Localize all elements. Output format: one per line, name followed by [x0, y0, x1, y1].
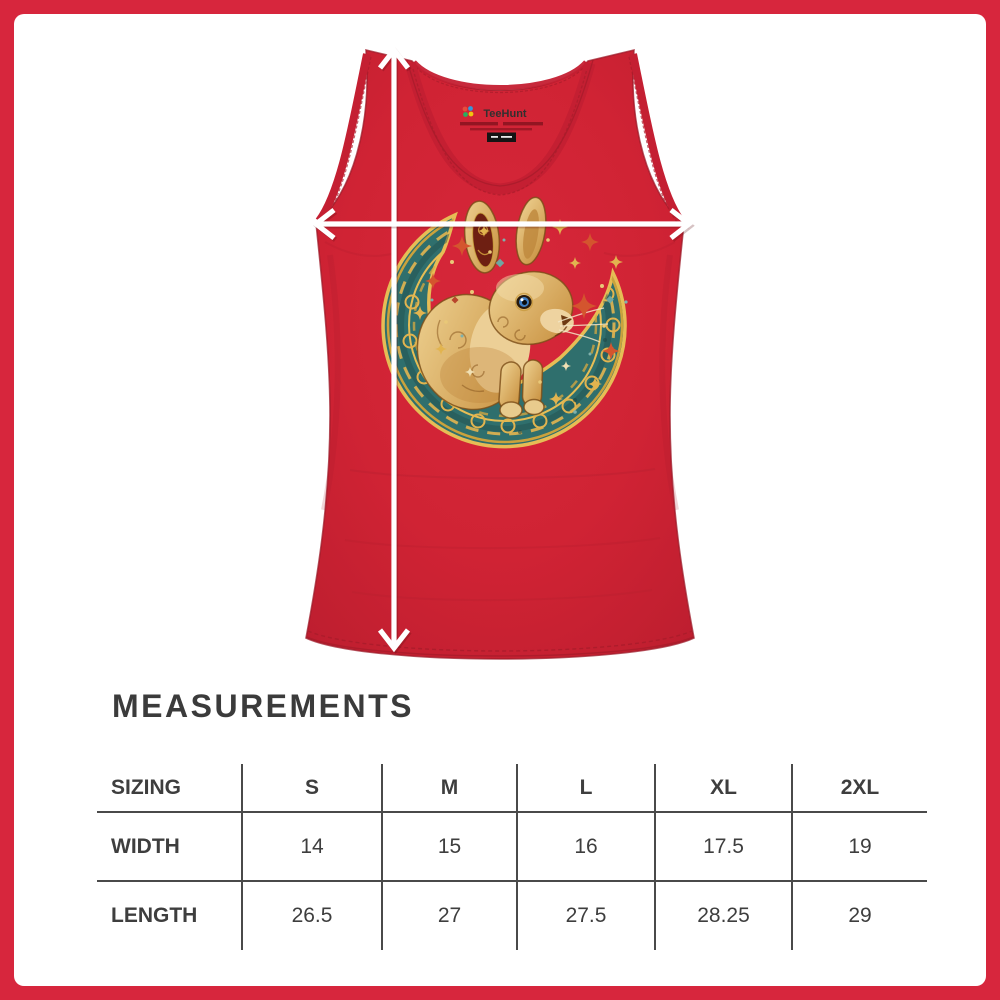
size-col-header: XL	[654, 764, 792, 812]
length-value: 26.5	[241, 881, 382, 950]
length-value: 27.5	[516, 881, 655, 950]
length-value: 27	[381, 881, 517, 950]
size-col-header: M	[381, 764, 517, 812]
table-header-row: SIZING S M L XL 2XL	[97, 764, 927, 812]
length-value: 28.25	[654, 881, 792, 950]
length-value: 29	[791, 881, 927, 950]
size-col-header: S	[241, 764, 382, 812]
measurements-title: MEASUREMENTS	[112, 688, 415, 724]
width-value: 19	[791, 812, 927, 881]
width-row: WIDTH 14 15 16 17.5 19	[97, 812, 927, 881]
width-value: 15	[381, 812, 517, 881]
rabbit-moon-design	[381, 196, 628, 449]
product-photo: TeeHunt	[305, 0, 695, 660]
care-label-lines	[460, 122, 543, 131]
width-value: 17.5	[654, 812, 792, 881]
length-row: LENGTH 26.5 27 27.5 28.25 29	[97, 881, 927, 950]
size-col-header: 2XL	[791, 764, 927, 812]
sizing-header: SIZING	[111, 775, 182, 799]
width-value: 14	[241, 812, 382, 881]
rabbit	[416, 196, 609, 419]
size-tag	[487, 132, 516, 142]
brand-label: TeeHunt	[460, 106, 543, 142]
size-col-header: L	[516, 764, 655, 812]
size-chart-table: SIZING S M L XL 2XL WIDTH 14 15 16 17.5 …	[97, 764, 927, 950]
stars	[413, 219, 628, 414]
brand-name: TeeHunt	[483, 108, 527, 120]
brand-logo-icon	[462, 106, 474, 117]
length-row-label: LENGTH	[111, 904, 198, 927]
width-value: 16	[516, 812, 655, 881]
width-row-label: WIDTH	[111, 834, 180, 858]
